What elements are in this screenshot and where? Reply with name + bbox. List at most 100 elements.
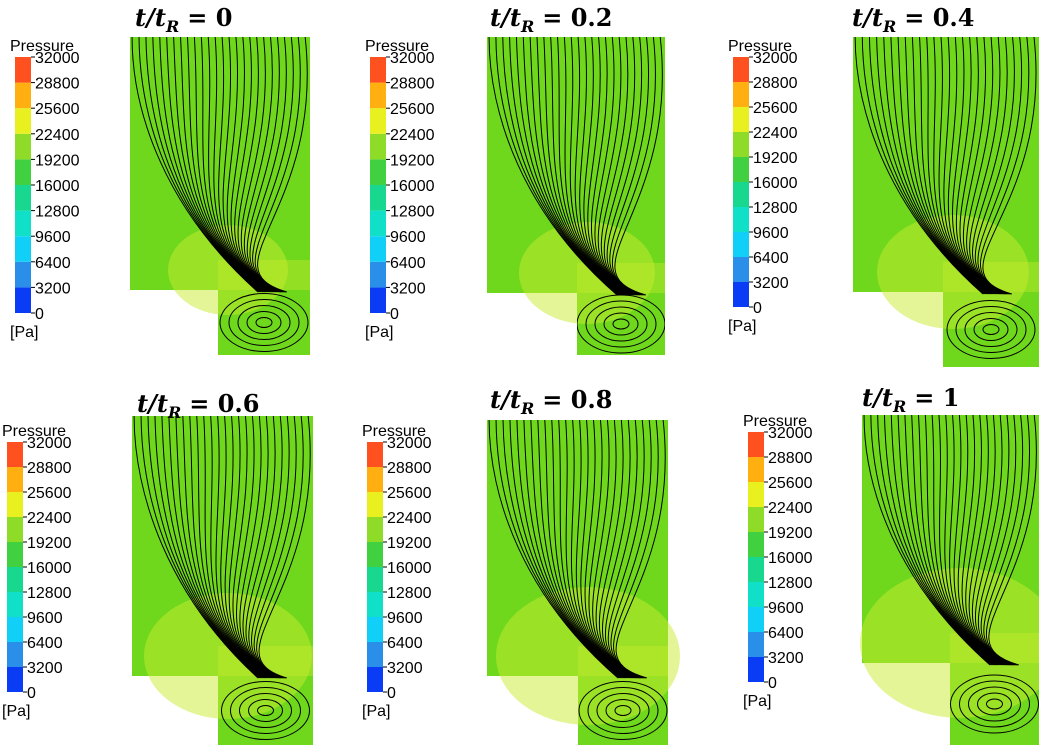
title-value: = 0.4	[904, 3, 974, 32]
colorbar-band	[733, 132, 749, 157]
panel-title: t/tR = 0.2	[490, 3, 612, 36]
colorbar-tick-label: 16000	[27, 560, 72, 577]
colorbar-band	[733, 257, 749, 282]
colorbar-tick-label: 28800	[27, 460, 72, 477]
panel: Pressure03200640096001280016000192002240…	[362, 385, 680, 745]
panel-title: t/tR= 1	[862, 383, 959, 416]
colorbar-band	[733, 107, 749, 132]
title-variable: t/t	[852, 3, 883, 32]
colorbar-band	[15, 236, 31, 262]
colorbar-band	[733, 232, 749, 257]
colorbar-tick-label: 25600	[753, 100, 798, 117]
colorbar-band	[367, 442, 383, 467]
colorbar-tick-label: 9600	[35, 229, 71, 246]
colorbar-tick-label: 25600	[390, 101, 435, 118]
colorbar-tick-label: 6400	[390, 255, 426, 272]
colorbar-tick-label: 19200	[390, 152, 435, 169]
colorbar-tick-label: 9600	[387, 610, 423, 627]
colorbar-tick-label: 32000	[753, 50, 798, 67]
colorbar-band	[15, 134, 31, 160]
colorbar-band	[15, 287, 31, 313]
title-value: = 0.8	[542, 385, 612, 414]
colorbar-tick-label: 22400	[390, 127, 435, 144]
title-variable: t/t	[135, 3, 166, 32]
colorbar-tick-label: 22400	[768, 500, 813, 517]
figure: Pressure03200640096001280016000192002240…	[0, 0, 1039, 747]
colorbar-band	[7, 467, 23, 492]
colorbar-band	[15, 108, 31, 134]
colorbar-band	[7, 567, 23, 592]
colorbar-tick-label: 22400	[35, 127, 80, 144]
title-value: = 0.2	[542, 3, 612, 32]
colorbar-band	[370, 57, 386, 83]
colorbar-unit: [Pa]	[2, 703, 30, 720]
colorbar-tick-label: 0	[768, 675, 777, 692]
colorbar-band	[370, 185, 386, 211]
colorbar-band	[748, 507, 764, 532]
panel: Pressure03200640096001280016000192002240…	[365, 3, 665, 355]
colorbar-tick-label: 32000	[35, 50, 80, 67]
colorbar-band	[7, 667, 23, 692]
colorbar-tick-label: 6400	[753, 250, 789, 267]
colorbar-tick-label: 25600	[35, 101, 80, 118]
title-subscript: R	[882, 17, 896, 36]
title-subscript: R	[167, 403, 181, 422]
colorbar-tick-label: 0	[387, 685, 396, 702]
colorbar-band	[7, 517, 23, 542]
colorbar-unit: [Pa]	[365, 324, 393, 341]
colorbar-tick-label: 25600	[27, 485, 72, 502]
colorbar-tick-label: 19200	[387, 535, 432, 552]
colorbar-band	[7, 492, 23, 517]
colorbar-tick-label: 19200	[768, 525, 813, 542]
colorbar-tick-label: 16000	[390, 178, 435, 195]
colorbar-band	[748, 457, 764, 482]
colorbar-tick-label: 28800	[387, 460, 432, 477]
colorbar-tick-label: 6400	[35, 255, 71, 272]
title-variable: t/t	[862, 383, 893, 412]
colorbar-tick-label: 19200	[35, 152, 80, 169]
title-value: = 1	[914, 383, 959, 412]
colorbar-band	[367, 567, 383, 592]
colorbar-tick-label: 28800	[753, 75, 798, 92]
colorbar-band	[15, 262, 31, 288]
colorbar-tick-label: 0	[27, 685, 36, 702]
colorbar-band	[367, 617, 383, 642]
colorbar-tick-label: 32000	[768, 425, 813, 442]
colorbar-band	[748, 532, 764, 557]
colorbar-tick-label: 12800	[768, 575, 813, 592]
colorbar-band	[370, 262, 386, 288]
colorbar-tick-label: 25600	[387, 485, 432, 502]
colorbar-band	[367, 492, 383, 517]
colorbar-band	[733, 82, 749, 107]
colorbar-band	[748, 557, 764, 582]
colorbar-band	[7, 442, 23, 467]
colorbar-tick-label: 28800	[768, 450, 813, 467]
colorbar-band	[748, 582, 764, 607]
colorbar-tick-label: 6400	[27, 635, 63, 652]
colorbar-band	[748, 657, 764, 682]
colorbar-band	[733, 182, 749, 207]
colorbar-band	[15, 83, 31, 109]
colorbar-band	[367, 517, 383, 542]
colorbar-band	[370, 83, 386, 109]
colorbar-band	[15, 159, 31, 185]
title-value: = 0	[187, 3, 232, 32]
colorbar-tick-label: 3200	[753, 275, 789, 292]
colorbar-tick-label: 12800	[27, 585, 72, 602]
title-subscript: R	[520, 17, 534, 36]
colorbar-unit: [Pa]	[10, 324, 38, 341]
colorbar-tick-label: 12800	[753, 200, 798, 217]
colorbar-tick-label: 22400	[27, 510, 72, 527]
title-variable: t/t	[490, 3, 521, 32]
title-variable: t/t	[490, 385, 521, 414]
colorbar-tick-label: 32000	[27, 435, 72, 452]
colorbar-tick-label: 25600	[768, 475, 813, 492]
colorbar-tick-label: 0	[390, 306, 399, 323]
colorbar-band	[733, 207, 749, 232]
colorbar-band	[367, 642, 383, 667]
colorbar-unit: [Pa]	[743, 693, 771, 710]
colorbar-tick-label: 16000	[753, 175, 798, 192]
colorbar-band	[370, 134, 386, 160]
panel: Pressure03200640096001280016000192002240…	[728, 3, 1039, 367]
title-value: = 0.6	[189, 389, 259, 418]
